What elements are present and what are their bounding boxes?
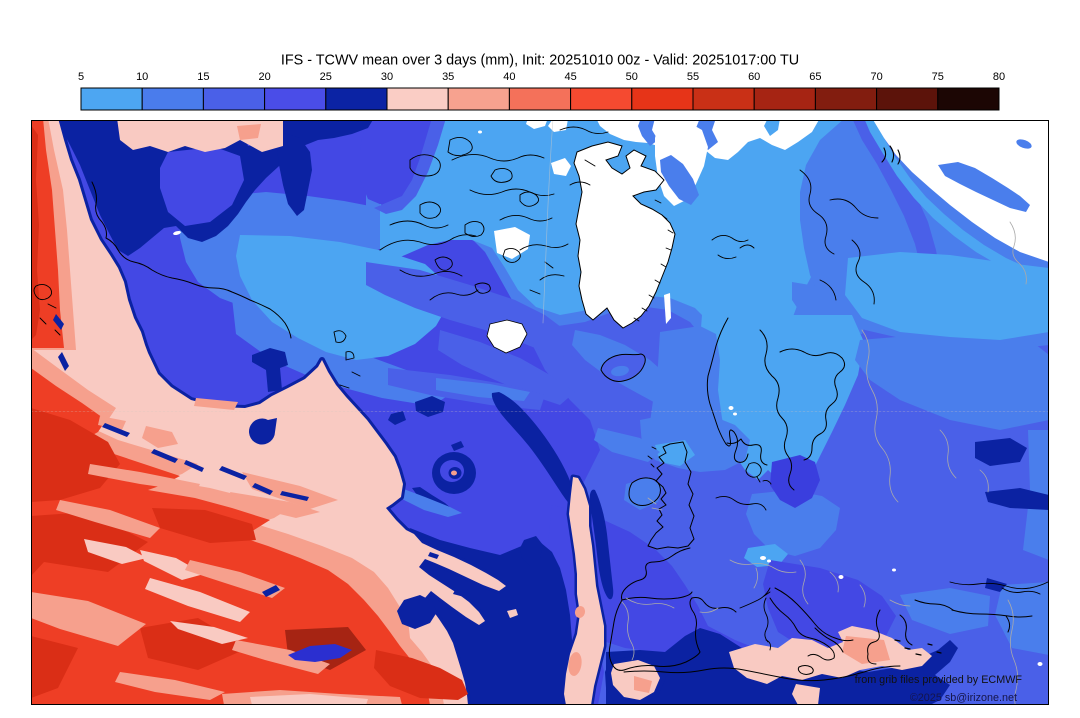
svg-text:5: 5 (78, 71, 84, 83)
svg-text:60: 60 (748, 71, 760, 83)
svg-text:15: 15 (197, 71, 209, 83)
svg-text:75: 75 (932, 71, 944, 83)
svg-text:65: 65 (809, 71, 821, 83)
svg-text:55: 55 (687, 71, 699, 83)
svg-text:©2025 sb@irizone.net: ©2025 sb@irizone.net (910, 692, 1017, 704)
svg-text:25: 25 (320, 71, 332, 83)
svg-text:from grib files provided by EC: from grib files provided by ECMWF (855, 674, 1023, 686)
svg-text:70: 70 (870, 71, 882, 83)
svg-text:80: 80 (993, 71, 1005, 83)
svg-text:20: 20 (258, 71, 270, 83)
svg-text:10: 10 (136, 71, 148, 83)
svg-text:50: 50 (626, 71, 638, 83)
svg-text:IFS - TCWV mean over 3 days (m: IFS - TCWV mean over 3 days (mm), Init: … (281, 53, 799, 69)
svg-text:30: 30 (381, 71, 393, 83)
svg-text:40: 40 (503, 71, 515, 83)
svg-text:45: 45 (564, 71, 576, 83)
svg-text:35: 35 (442, 71, 454, 83)
